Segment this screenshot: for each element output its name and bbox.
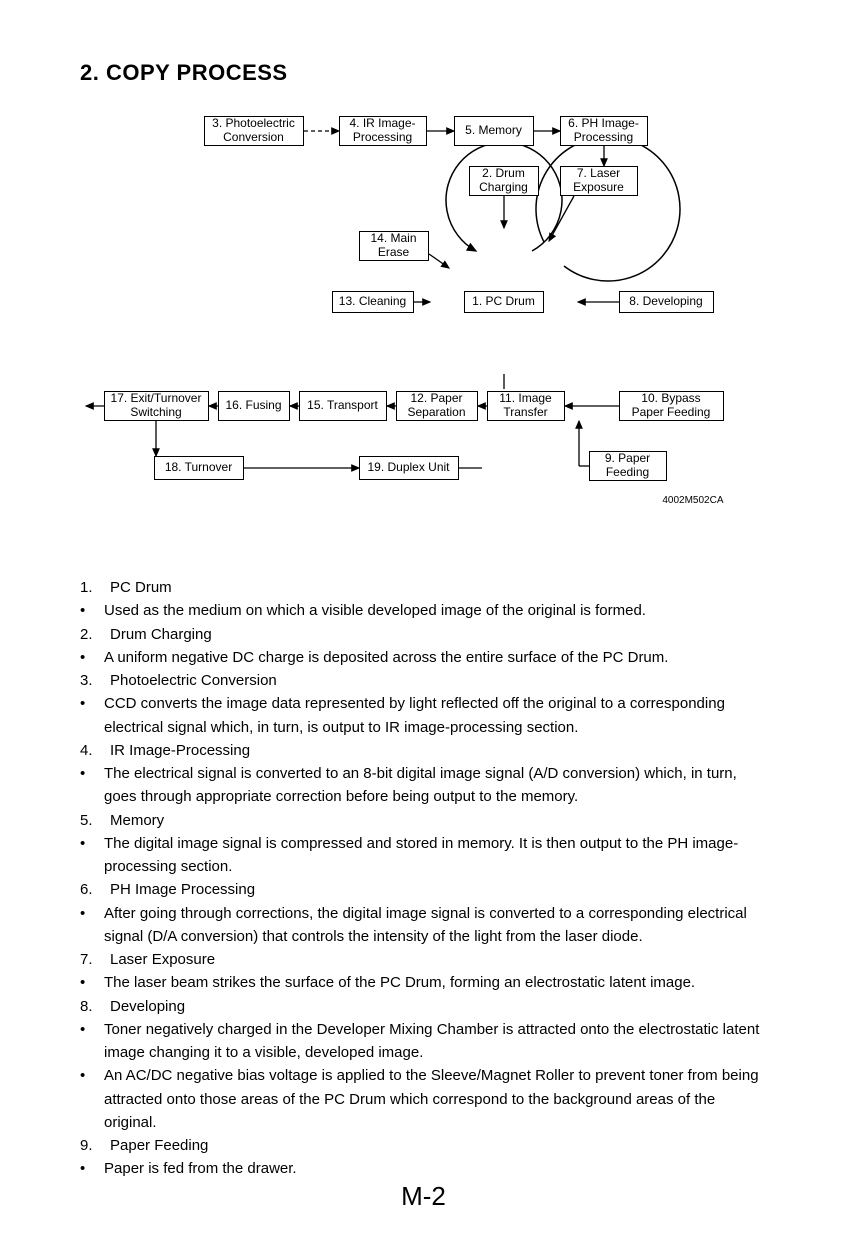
list-item-bullet: •Paper is fed from the drawer. (80, 1157, 767, 1180)
number-marker: 5. (80, 809, 104, 832)
list-item-text: Laser Exposure (104, 948, 767, 971)
bullet-marker: • (80, 832, 104, 879)
number-marker: 9. (80, 1134, 104, 1157)
box-7: 7. Laser Exposure (560, 166, 638, 196)
list-item-heading: 3.Photoelectric Conversion (80, 669, 767, 692)
box-6: 6. PH Image- Processing (560, 116, 648, 146)
list-item-text: Toner negatively charged in the Develope… (104, 1018, 767, 1065)
list-item-text: Paper Feeding (104, 1134, 767, 1157)
box-3: 3. Photoelectric Conversion (204, 116, 304, 146)
box-9: 9. Paper Feeding (589, 451, 667, 481)
bullet-marker: • (80, 599, 104, 622)
box-13: 13. Cleaning (332, 291, 414, 313)
box-10: 10. Bypass Paper Feeding (619, 391, 724, 421)
list-item-bullet: •After going through corrections, the di… (80, 902, 767, 949)
list-item-text: Memory (104, 809, 767, 832)
box-16: 16. Fusing (218, 391, 290, 421)
description-list: 1.PC Drum•Used as the medium on which a … (80, 576, 767, 1181)
box-15: 15. Transport (299, 391, 387, 421)
bullet-marker: • (80, 1018, 104, 1065)
number-marker: 8. (80, 995, 104, 1018)
bullet-marker: • (80, 646, 104, 669)
list-item-bullet: •CCD converts the image data represented… (80, 692, 767, 739)
list-item-text: The digital image signal is compressed a… (104, 832, 767, 879)
box-12: 12. Paper Separation (396, 391, 478, 421)
number-marker: 1. (80, 576, 104, 599)
bullet-marker: • (80, 692, 104, 739)
list-item-text: Photoelectric Conversion (104, 669, 767, 692)
box-2: 2. Drum Charging (469, 166, 539, 196)
list-item-text: After going through corrections, the dig… (104, 902, 767, 949)
list-item-bullet: •The electrical signal is converted to a… (80, 762, 767, 809)
list-item-text: Drum Charging (104, 623, 767, 646)
list-item-heading: 1.PC Drum (80, 576, 767, 599)
box-11: 11. Image Transfer (487, 391, 565, 421)
list-item-bullet: •The digital image signal is compressed … (80, 832, 767, 879)
box-19: 19. Duplex Unit (359, 456, 459, 480)
box-5: 5. Memory (454, 116, 534, 146)
list-item-heading: 4.IR Image-Processing (80, 739, 767, 762)
list-item-bullet: •Toner negatively charged in the Develop… (80, 1018, 767, 1065)
number-marker: 6. (80, 878, 104, 901)
list-item-bullet: •The laser beam strikes the surface of t… (80, 971, 767, 994)
list-item-text: PC Drum (104, 576, 767, 599)
list-item-text: IR Image-Processing (104, 739, 767, 762)
list-item-text: An AC/DC negative bias voltage is applie… (104, 1064, 767, 1134)
list-item-heading: 5.Memory (80, 809, 767, 832)
list-item-text: The laser beam strikes the surface of th… (104, 971, 767, 994)
box-18: 18. Turnover (154, 456, 244, 480)
list-item-bullet: •Used as the medium on which a visible d… (80, 599, 767, 622)
list-item-heading: 6.PH Image Processing (80, 878, 767, 901)
list-item-heading: 9.Paper Feeding (80, 1134, 767, 1157)
bullet-marker: • (80, 762, 104, 809)
number-marker: 3. (80, 669, 104, 692)
bullet-marker: • (80, 1064, 104, 1134)
list-item-text: CCD converts the image data represented … (104, 692, 767, 739)
list-item-heading: 8.Developing (80, 995, 767, 1018)
number-marker: 2. (80, 623, 104, 646)
box-1: 1. PC Drum (464, 291, 544, 313)
box-8: 8. Developing (619, 291, 714, 313)
copy-process-diagram: 3. Photoelectric Conversion 4. IR Image-… (84, 106, 764, 536)
list-item-text: PH Image Processing (104, 878, 767, 901)
box-4: 4. IR Image- Processing (339, 116, 427, 146)
list-item-text: A uniform negative DC charge is deposite… (104, 646, 767, 669)
list-item-text: Developing (104, 995, 767, 1018)
section-title: 2. COPY PROCESS (80, 60, 767, 86)
list-item-text: Used as the medium on which a visible de… (104, 599, 767, 622)
number-marker: 7. (80, 948, 104, 971)
list-item-text: Paper is fed from the drawer. (104, 1157, 767, 1180)
box-14: 14. Main Erase (359, 231, 429, 261)
list-item-bullet: •A uniform negative DC charge is deposit… (80, 646, 767, 669)
page-number: M-2 (0, 1181, 847, 1212)
bullet-marker: • (80, 971, 104, 994)
number-marker: 4. (80, 739, 104, 762)
list-item-bullet: •An AC/DC negative bias voltage is appli… (80, 1064, 767, 1134)
list-item-heading: 7.Laser Exposure (80, 948, 767, 971)
list-item-heading: 2.Drum Charging (80, 623, 767, 646)
bullet-marker: • (80, 902, 104, 949)
bullet-marker: • (80, 1157, 104, 1180)
box-17: 17. Exit/Turnover Switching (104, 391, 209, 421)
list-item-text: The electrical signal is converted to an… (104, 762, 767, 809)
